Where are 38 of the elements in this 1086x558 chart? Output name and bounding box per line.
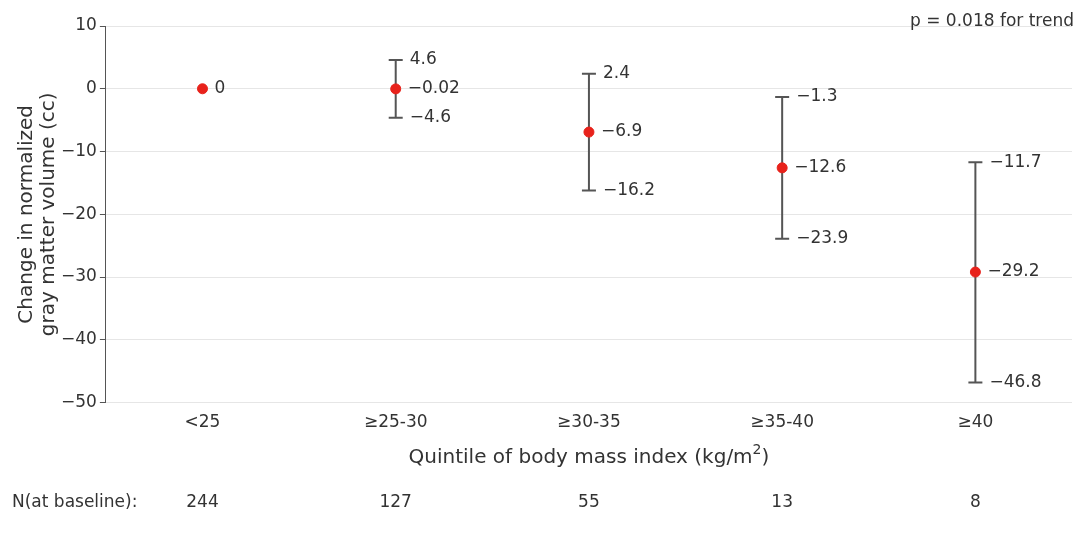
text: 244 (186, 491, 219, 512)
annotation: p = 0.018 for trend (910, 10, 1074, 31)
x-tick-label: ≥25-30 (363, 411, 428, 432)
text: N(at baseline): (12, 491, 138, 512)
text: 8 (969, 491, 981, 512)
y-tick-label: −30 (60, 265, 97, 286)
x-tick-label: ≥40 (957, 411, 994, 432)
data-label: −12.6 (794, 156, 847, 177)
data-label: −29.2 (987, 260, 1040, 281)
data-label: −0.02 (407, 77, 460, 98)
point (390, 83, 402, 95)
text: 55 (578, 491, 600, 512)
annotation: −4.6 (409, 106, 451, 127)
y-tick-label: −40 (60, 328, 97, 349)
annotation: −1.3 (796, 85, 838, 106)
annotation: 2.4 (602, 62, 630, 83)
x-tick-label: ≥30-35 (557, 411, 621, 432)
x-tick-label: <25 (184, 411, 221, 432)
annotation: −16.2 (602, 178, 656, 199)
point (776, 162, 788, 174)
y-tick-label: −10 (60, 139, 97, 160)
point (196, 83, 208, 95)
annotation: −23.9 (796, 227, 849, 248)
y-axis-title: Change in normalized gray matter volume (cc) (13, 92, 60, 337)
y-tick-label: 10 (75, 14, 97, 35)
y-tick-label: −50 (60, 391, 97, 412)
x-tick-label: ≥35-40 (750, 411, 814, 432)
annotation: −46.8 (989, 370, 1042, 391)
y-tick-label: −20 (60, 202, 97, 223)
point (969, 266, 981, 278)
annotation: −11.7 (989, 150, 1042, 171)
text: 13 (771, 491, 793, 512)
y-tick-label: 0 (86, 77, 97, 98)
annotation: 4.6 (409, 48, 437, 69)
point (583, 126, 595, 138)
text: 127 (379, 491, 412, 512)
data-label: 0 (214, 77, 226, 98)
data-label: −6.9 (600, 120, 643, 141)
